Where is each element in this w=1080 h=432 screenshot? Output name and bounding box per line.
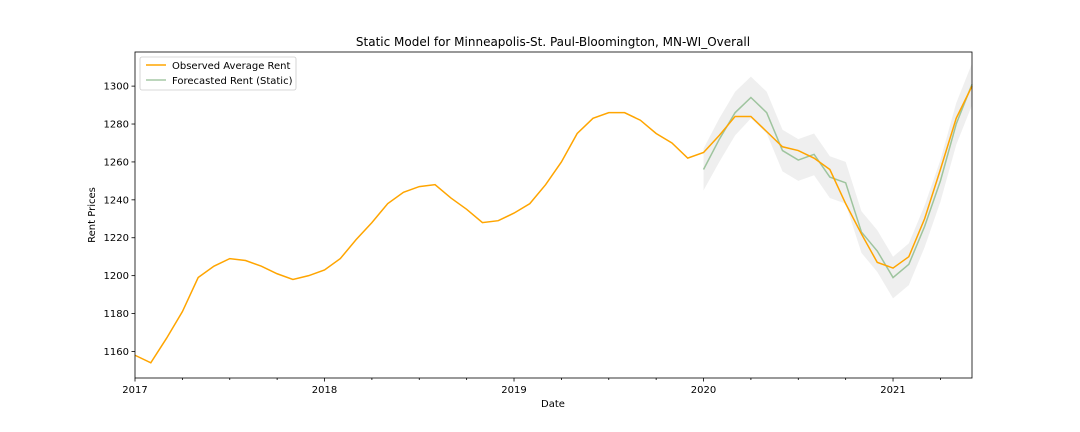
forecast-confidence-band <box>703 63 972 299</box>
plot-area-frame <box>134 51 973 379</box>
legend-box <box>139 56 297 91</box>
legend: Observed Average Rent Forecasted Rent (S… <box>139 56 297 91</box>
x-tick-label: 2018 <box>312 385 337 396</box>
x-tick-label: 2019 <box>501 385 526 396</box>
chart-title: Static Model for Minneapolis-St. Paul-Bl… <box>356 35 750 49</box>
x-tick-label: 2021 <box>880 385 905 396</box>
y-tick-label: 1180 <box>104 309 129 320</box>
x-tick-label: 2017 <box>122 385 147 396</box>
y-tick-label: 1260 <box>104 157 129 168</box>
x-tick-label: 2020 <box>691 385 716 396</box>
y-tick-label: 1160 <box>104 347 129 358</box>
x-axis-title: Date <box>541 399 565 410</box>
y-tick-label: 1200 <box>104 271 129 282</box>
legend-label-forecast: Forecasted Rent (Static) <box>172 76 293 87</box>
series-line-observed <box>134 85 973 364</box>
series-line-forecast <box>702 83 973 279</box>
y-axis-title: Rent Prices <box>87 187 98 243</box>
y-tick-label: 1300 <box>104 82 129 93</box>
y-tick-label: 1240 <box>104 195 129 206</box>
y-tick-label: 1280 <box>104 120 129 131</box>
legend-label-observed: Observed Average Rent <box>172 61 291 72</box>
y-tick-label: 1220 <box>104 233 129 244</box>
